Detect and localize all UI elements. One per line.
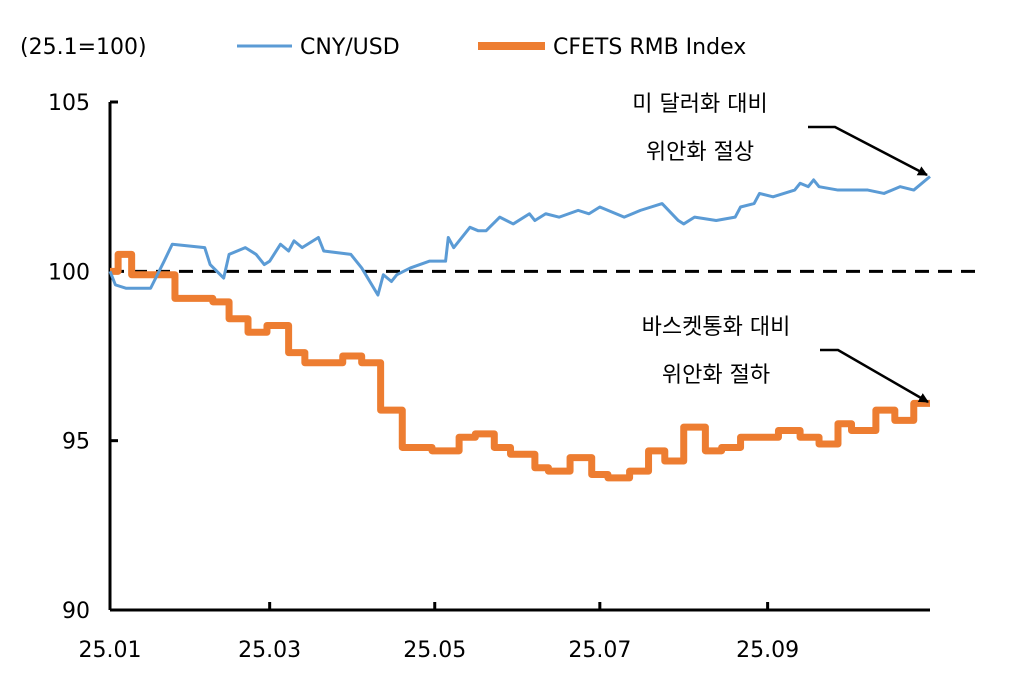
series-line-cny-usd — [108, 175, 931, 297]
x-tick-label: 25.03 — [238, 638, 301, 663]
legend-label-cfets: CFETS RMB Index — [553, 35, 746, 60]
annotation-depreciation-line1: 바스켓통화 대비 — [642, 315, 791, 340]
y-tick-label: 90 — [62, 599, 90, 624]
unit-label: (25.1=100) — [20, 35, 147, 60]
annotation-appreciation-line1: 미 달러화 대비 — [632, 92, 767, 117]
annotation-arrow-appreciation — [808, 125, 928, 177]
annotation-appreciation-line2: 위안화 절상 — [646, 140, 754, 165]
y-tick-label: 95 — [62, 430, 90, 455]
x-tick-label: 25.01 — [79, 638, 142, 663]
annotation-depreciation-line2: 위안화 절하 — [662, 363, 770, 388]
series-line-cfets-rmb-index — [110, 250, 930, 482]
x-tick-label: 25.05 — [403, 638, 466, 663]
legend-label-cny-usd: CNY/USD — [300, 35, 400, 60]
x-tick-label: 25.07 — [568, 638, 631, 663]
y-tick-label: 100 — [48, 260, 90, 285]
x-tick-label: 25.09 — [736, 638, 799, 663]
y-tick-label: 105 — [48, 91, 90, 116]
annotation-arrow-depreciation — [820, 348, 929, 404]
